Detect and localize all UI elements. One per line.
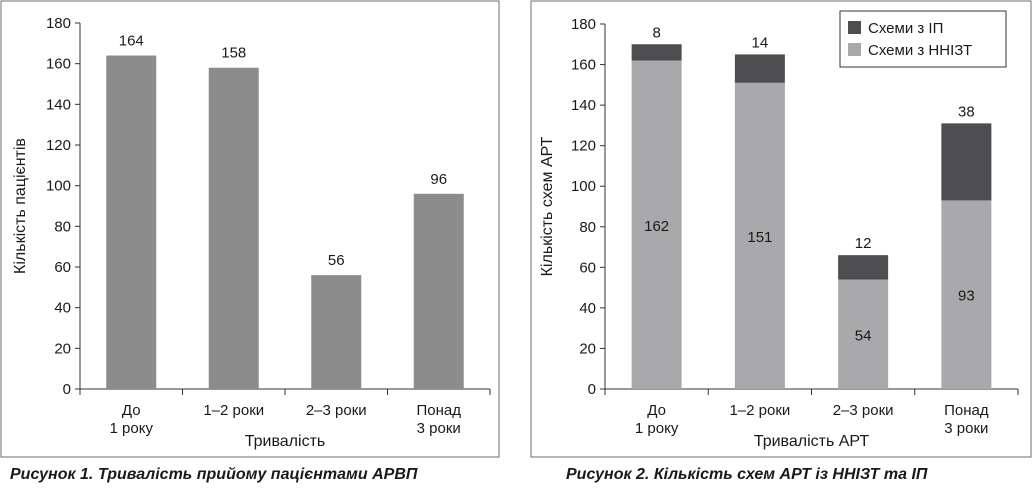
bar-segment (838, 279, 889, 389)
x-axis-title: Тривалість (245, 433, 325, 450)
bar-segment (734, 54, 785, 83)
y-tick-label: 20 (579, 340, 596, 357)
y-tick-label: 20 (54, 340, 71, 357)
legend-swatch (848, 43, 861, 56)
y-tick-label: 80 (54, 218, 71, 235)
data-label: 151 (747, 229, 772, 246)
x-tick-label: 1–2 роки (729, 402, 790, 419)
x-axis-title: Тривалість АРТ (754, 433, 870, 450)
legend-box (839, 10, 1007, 68)
bar-segment (838, 255, 889, 280)
x-tick-label: Понад 3 роки (416, 402, 461, 437)
data-label: 164 (119, 33, 144, 50)
data-label: 96 (430, 171, 447, 188)
bar-segment (631, 60, 682, 389)
x-tick-label: До 1 року (110, 402, 154, 437)
y-tick-label: 0 (63, 381, 71, 398)
y-tick-label: 140 (571, 97, 596, 114)
x-tick-label: 1–2 роки (203, 402, 264, 419)
y-tick-label: 80 (579, 219, 596, 236)
y-tick-label: 160 (571, 57, 596, 74)
data-label: 14 (752, 34, 769, 51)
chart-1-svg: 0 20 40 60 80 100 120 140 160 180 До 1 року 1–2 роки… (0, 0, 500, 458)
y-tick-label: 120 (46, 137, 71, 154)
y-tick-label: 40 (54, 300, 71, 317)
bar-segment (734, 82, 785, 390)
y-tick-label: 100 (46, 178, 71, 195)
bar (208, 67, 259, 389)
y-tick-label: 120 (571, 138, 596, 155)
data-label: 8 (652, 24, 660, 41)
chart-frame (0, 0, 500, 458)
y-axis-title: Кількість схем АРТ (539, 136, 556, 276)
legend-label: Схеми з ІП (868, 20, 943, 37)
data-label: 38 (958, 103, 975, 120)
chart-2-svg: 0 20 40 60 80 100 120 140 160 180 До 1 року 1–2 роки… (530, 0, 1032, 458)
data-label: 162 (644, 218, 669, 235)
chart-frame (530, 0, 1032, 458)
legend-swatch (848, 21, 861, 34)
x-tick-label: Понад 3 роки (944, 402, 989, 437)
bar-segment (941, 200, 992, 389)
legend: Схеми з ІП Схеми з ННІЗТ (839, 10, 1007, 68)
x-tick-label: 2–3 роки (306, 402, 367, 419)
chart-2-panel: 0 20 40 60 80 100 120 140 160 180 До 1 року 1–2 роки… (530, 0, 1032, 460)
y-axis-title: Кількість пацієнтів (12, 138, 29, 274)
data-label: 56 (328, 252, 345, 269)
y-tick-label: 0 (588, 381, 596, 398)
y-tick-label: 160 (46, 56, 71, 73)
bar-segment (941, 123, 992, 201)
bar-segment (631, 44, 682, 61)
y-tick-label: 140 (46, 96, 71, 113)
legend-label: Схеми з ННІЗТ (868, 42, 972, 59)
y-tick-label: 100 (571, 178, 596, 195)
bar (311, 275, 362, 389)
x-tick-label: До 1 року (635, 402, 679, 437)
figure-2-caption: Рисунок 2. Кількість схем АРТ із ННІЗТ т… (566, 466, 928, 483)
bar (106, 55, 157, 390)
bar (413, 193, 464, 389)
x-tick-label: 2–3 роки (833, 402, 894, 419)
chart-1-panel: 0 20 40 60 80 100 120 140 160 180 До 1 року 1–2 роки… (0, 0, 500, 460)
y-tick-label: 40 (579, 300, 596, 317)
data-label: 12 (855, 235, 872, 252)
y-tick-label: 60 (579, 259, 596, 276)
data-label: 158 (221, 45, 246, 62)
y-tick-label: 60 (54, 259, 71, 276)
figure-1-caption: Рисунок 1. Тривалість прийому пацієнтами… (10, 466, 418, 483)
data-label: 93 (958, 288, 975, 305)
data-label: 54 (855, 327, 872, 344)
y-tick-label: 180 (46, 15, 71, 32)
y-tick-label: 180 (571, 16, 596, 33)
